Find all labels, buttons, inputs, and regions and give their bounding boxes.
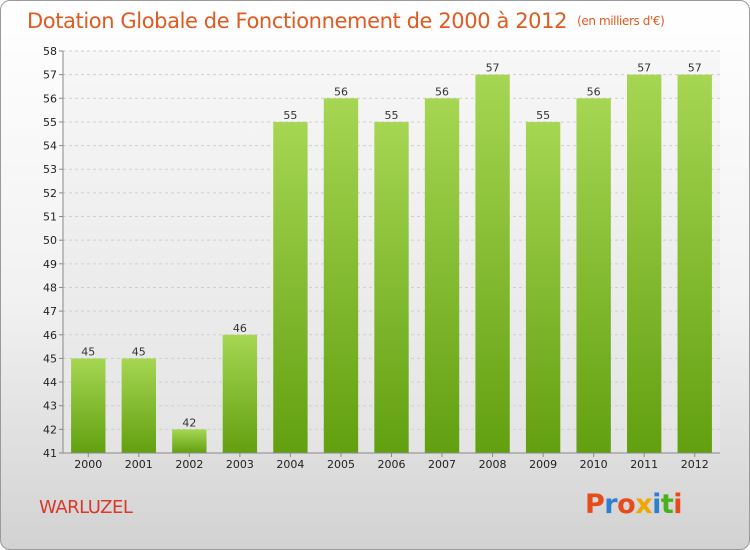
bars: 45 45 42 46 55 56 55 56 57 55 56 57 57: [71, 62, 712, 454]
bar-2002: [172, 429, 207, 453]
x-tick-label-2009: 2009: [529, 458, 557, 471]
x-tick-label-2003: 2003: [226, 458, 254, 471]
chart-title-text: Dotation Globale de Fonctionnement de 20…: [27, 9, 568, 33]
data-label-2006: 55: [385, 109, 399, 122]
x-tick-label-2011: 2011: [630, 458, 658, 471]
logo-letter: P: [585, 489, 605, 520]
data-label-2003: 46: [233, 322, 247, 335]
y-axis: 41 42 43 44 45 46 47 48 49 50 51 52 53 54 55 56 57 58: [43, 45, 64, 460]
bar-2006: [374, 121, 409, 454]
data-label-2001: 45: [132, 345, 146, 358]
x-tick-label-2008: 2008: [479, 458, 507, 471]
data-label-2010: 56: [587, 85, 601, 98]
y-tick-label: 49: [43, 258, 57, 271]
data-label-2012: 57: [688, 62, 702, 75]
logo-letter: o: [617, 489, 636, 520]
logo-letter: t: [660, 489, 674, 520]
bar-2009: [525, 121, 561, 454]
x-tick-label-2007: 2007: [428, 458, 456, 471]
bar-2010: [576, 98, 611, 453]
y-tick-label: 58: [43, 45, 57, 58]
data-label-2007: 56: [435, 85, 449, 98]
bar-2001: [121, 358, 156, 453]
logo-letter: i: [652, 489, 661, 520]
logo-letter: x: [635, 489, 653, 520]
x-tick-label-2005: 2005: [327, 458, 355, 471]
y-tick-label: 56: [43, 92, 57, 105]
y-tick-label: 43: [43, 400, 57, 413]
data-label-2005: 56: [334, 85, 348, 98]
proxiti-logo: Proxiti: [585, 489, 683, 520]
data-label-2008: 57: [486, 62, 500, 75]
y-tick-label: 52: [43, 187, 57, 200]
bar-2008: [475, 74, 510, 453]
data-label-2004: 55: [283, 109, 297, 122]
y-tick-label: 55: [43, 116, 57, 129]
bar-2011: [627, 74, 662, 453]
x-tick-label-2012: 2012: [681, 458, 709, 471]
bar-2003: [222, 334, 258, 453]
y-tick-label: 53: [43, 163, 57, 176]
y-tick-label: 41: [43, 447, 57, 460]
bar-2012: [677, 74, 712, 453]
y-tick-label: 45: [43, 352, 57, 365]
y-tick-label: 54: [43, 140, 57, 153]
x-axis: 2000 2001 2002 2003 2004 2005 2006 2007 2008 2009…: [63, 452, 720, 471]
x-tick-label-2000: 2000: [74, 458, 102, 471]
x-tick-label-2006: 2006: [378, 458, 406, 471]
y-tick-label: 46: [43, 329, 57, 342]
x-tick-label-2004: 2004: [276, 458, 304, 471]
bar-2005: [323, 98, 359, 453]
x-tick-label-2001: 2001: [125, 458, 153, 471]
bar-2007: [424, 98, 460, 453]
x-tick-label-2002: 2002: [175, 458, 203, 471]
commune-name: WARLUZEL: [39, 497, 133, 518]
data-label-2002: 42: [182, 416, 196, 429]
y-tick-label: 57: [43, 69, 57, 82]
y-tick-label: 44: [43, 376, 57, 389]
chart-title: Dotation Globale de Fonctionnement de 20…: [27, 9, 665, 33]
y-tick-label: 42: [43, 423, 57, 436]
y-tick-label: 47: [43, 305, 57, 318]
data-label-2000: 45: [81, 345, 95, 358]
bar-2004: [273, 121, 308, 454]
chart-unit: (en milliers d'€): [577, 14, 665, 28]
bar-2000: [71, 358, 106, 453]
logo-letter: r: [604, 489, 618, 520]
x-tick-label-2010: 2010: [580, 458, 608, 471]
data-label-2011: 57: [637, 62, 651, 75]
logo-letter: i: [673, 489, 683, 520]
y-tick-label: 51: [43, 211, 57, 224]
y-tick-label: 50: [43, 234, 57, 247]
data-label-2009: 55: [536, 109, 550, 122]
y-tick-label: 48: [43, 281, 57, 294]
